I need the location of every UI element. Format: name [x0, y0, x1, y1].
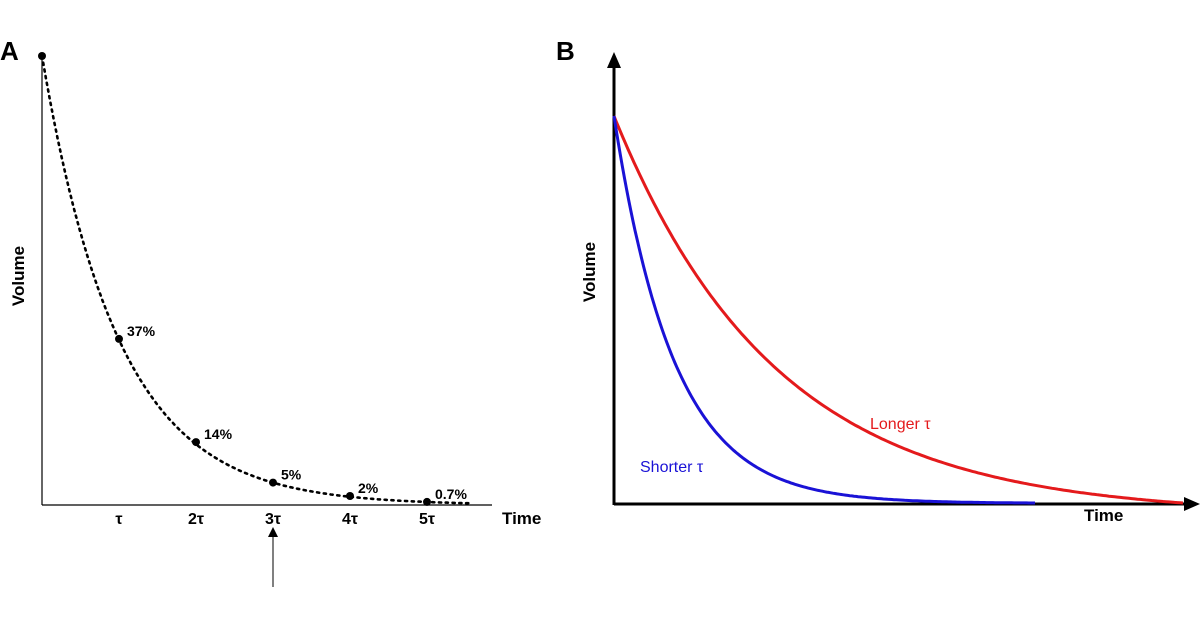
- panel-a-points: [38, 52, 431, 506]
- panel-a-x-tick-label: 2τ: [188, 511, 204, 528]
- panel-b-x-axis-label: Time: [1084, 506, 1123, 525]
- panel-a-x-tick-label: 3τ: [265, 511, 281, 528]
- panel-a-data-labels: 37% 14% 5% 2% 0.7%: [127, 323, 467, 502]
- panel-a-data-point: [192, 438, 200, 446]
- panel-a-y-axis-label: Volume: [9, 246, 28, 306]
- panel-a-x-ticks: τ 2τ 3τ 4τ 5τ: [115, 511, 435, 528]
- panel-a-data-label: 37%: [127, 323, 156, 339]
- panel-a-data-point: [269, 479, 277, 487]
- panel-a-label: A: [0, 36, 19, 66]
- panel-a-data-point: [346, 492, 354, 500]
- panel-b-longer-tau-label: Longer τ: [870, 416, 931, 433]
- panel-a-data-point: [38, 52, 46, 60]
- panel-a: A Volume Time τ 2τ 3τ 4τ 5τ 37% 14% 5% 2% 0.7%: [0, 36, 541, 587]
- panel-b-x-axis-arrowhead: [1184, 497, 1200, 511]
- panel-a-data-point: [115, 335, 123, 343]
- panel-b-longer-tau-line: [614, 116, 1183, 503]
- panel-b-y-axis-arrowhead: [607, 52, 621, 68]
- panel-b-label: B: [556, 36, 575, 66]
- panel-a-data-label: 0.7%: [435, 486, 467, 502]
- panel-a-x-axis-label: Time: [502, 509, 541, 528]
- panel-a-decay-curve: [42, 56, 472, 503]
- panel-b-y-axis-label: Volume: [580, 242, 599, 302]
- panel-b-shorter-tau-label: Shorter τ: [640, 459, 704, 476]
- panel-a-data-label: 5%: [281, 467, 302, 483]
- panel-a-x-tick-label: τ: [115, 511, 122, 528]
- panel-a-data-point: [423, 498, 431, 506]
- panel-a-data-label: 2%: [358, 480, 379, 496]
- panel-a-x-tick-label: 4τ: [342, 511, 358, 528]
- panel-a-x-tick-label: 5τ: [419, 511, 435, 528]
- panel-b: B Volume Time Longer τ Shorter τ: [556, 36, 1200, 525]
- panel-b-shorter-tau-line: [614, 116, 1035, 503]
- panel-a-data-label: 14%: [204, 426, 233, 442]
